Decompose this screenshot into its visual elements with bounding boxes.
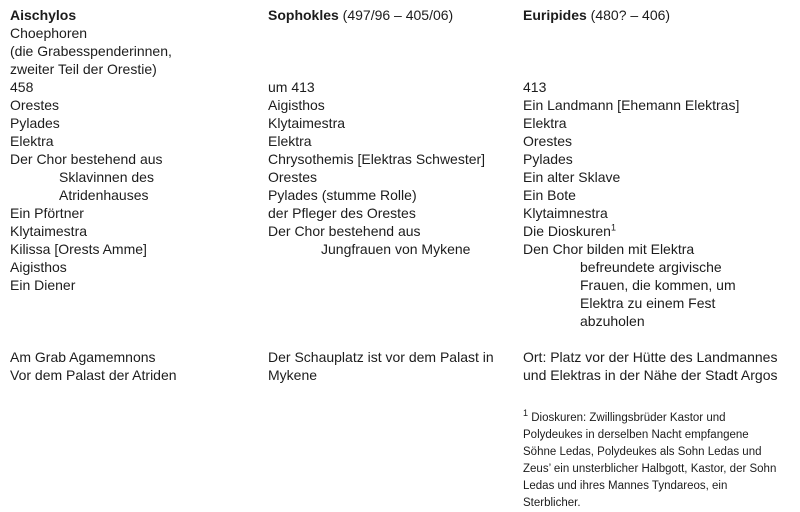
text-line: befreundete argivische: [580, 259, 722, 275]
blank-line: [523, 24, 797, 42]
text-line: Aischylos: [10, 7, 77, 23]
footnote-line: Polydeukes in derselben Nacht empfangene: [523, 429, 749, 441]
blank-line: [268, 258, 518, 276]
text-line: Ein Landmann [Ehemann Elektras]: [523, 97, 740, 113]
blank-line: [268, 24, 518, 42]
footnote-marker: 1: [610, 222, 616, 233]
footnote-line: Sterblicher.: [523, 497, 581, 509]
text-line: 458: [10, 79, 34, 95]
footnote-line: 1 Dioskuren: Zwillingsbrüder Kastor und: [523, 408, 726, 424]
text-line: Den Chor bilden mit Elektra: [523, 241, 695, 257]
text-line: Klytaimnestra: [523, 205, 608, 221]
text-line: Ein alter Sklave: [523, 169, 621, 185]
text-line: Aigisthos: [10, 259, 67, 275]
text-line: Vor dem Palast der Atriden: [10, 367, 177, 383]
text-line: Elektra: [10, 133, 54, 149]
text-line: Elektra: [268, 133, 312, 149]
text-line: Der Chor bestehend aus: [10, 151, 163, 167]
text-line: Chrysothemis [Elektras Schwester]: [268, 151, 486, 167]
text-line: Orestes: [10, 97, 60, 113]
text-line: und Elektras in der Nähe der Stadt Argos: [523, 367, 778, 383]
footnote: 1 Dioskuren: Zwillingsbrüder Kastor und P…: [523, 408, 797, 512]
text-line: zweiter Teil der Orestie): [10, 61, 157, 77]
author-dates: (497/96 – 405/06): [338, 7, 454, 23]
text-line: Frauen, die kommen, um: [580, 277, 736, 293]
text-line: Klytaimestra: [10, 223, 88, 239]
text-line: Ein Bote: [523, 187, 576, 203]
text-line: Ein Pförtner: [10, 205, 84, 221]
text-line: Pylades: [10, 115, 60, 131]
text-line: Choephoren: [10, 25, 88, 41]
blank-line: [268, 312, 518, 330]
text-line: Aigisthos: [268, 97, 325, 113]
text-line: Sklavinnen des: [59, 169, 154, 185]
column-euripides: Euripides (480? – 406) 413 Ein Landmann […: [523, 6, 797, 512]
column-aischylos: Aischylos Choephoren (die Grabesspenderinn…: [10, 6, 262, 384]
text-line: Jungfrauen von Mykene: [321, 241, 471, 257]
blank-line: [268, 294, 518, 312]
footnote-line: Ledas und ihres Mannes Tyndareos, ein: [523, 480, 728, 492]
blank-line: [268, 276, 518, 294]
author-dates: (480? – 406): [586, 7, 671, 23]
text-line: Klytaimestra: [268, 115, 346, 131]
text-line: 413: [523, 79, 547, 95]
blank-line: [10, 312, 262, 330]
text-line: Die Dioskuren1: [523, 222, 616, 239]
footnote-marker: 1: [523, 408, 529, 419]
author-name: Sophokles: [268, 7, 339, 23]
text-line: um 413: [268, 79, 315, 95]
text-line: abzuholen: [580, 313, 645, 329]
column-sophokles: Sophokles (497/96 – 405/06) um 413 Aigist…: [268, 6, 518, 384]
text-line: Elektra zu einem Fest: [580, 295, 716, 311]
blank-line: [268, 42, 518, 60]
text-line: Der Schauplatz ist vor dem Palast in: [268, 349, 494, 365]
author-name: Euripides: [523, 7, 587, 23]
text-line: Elektra: [523, 115, 567, 131]
blank-line: [268, 330, 518, 348]
blank-line: [523, 60, 797, 78]
text-line: Ein Diener: [10, 277, 76, 293]
text-line: der Pfleger des Orestes: [268, 205, 416, 221]
text-line: (die Grabesspenderinnen,: [10, 43, 172, 59]
blank-line: [10, 330, 262, 348]
text-line: Atridenhauses: [59, 187, 149, 203]
text-line: Pylades: [523, 151, 573, 167]
text-line: Ort: Platz vor der Hütte des Landmannes: [523, 349, 778, 365]
blank-line: [523, 330, 797, 348]
text-line: Orestes: [268, 169, 318, 185]
blank-line: [10, 294, 262, 312]
text-line: Sophokles (497/96 – 405/06): [268, 6, 518, 24]
footnote-line: Söhne Ledas, Polydeukes als Sohn Ledas u…: [523, 446, 762, 458]
text-line: Kilissa [Orests Amme]: [10, 241, 147, 257]
footnote-line: Zeus’ ein unsterblicher Halbgott, Kastor…: [523, 463, 777, 475]
text-line: Der Chor bestehend aus: [268, 223, 421, 239]
text-line: Orestes: [523, 133, 573, 149]
text-line: Mykene: [268, 367, 318, 383]
text-line: Pylades (stumme Rolle): [268, 187, 417, 203]
text-line: Euripides (480? – 406): [523, 6, 797, 24]
blank-line: [523, 42, 797, 60]
blank-line: [268, 60, 518, 78]
text-line: Am Grab Agamemnons: [10, 349, 156, 365]
